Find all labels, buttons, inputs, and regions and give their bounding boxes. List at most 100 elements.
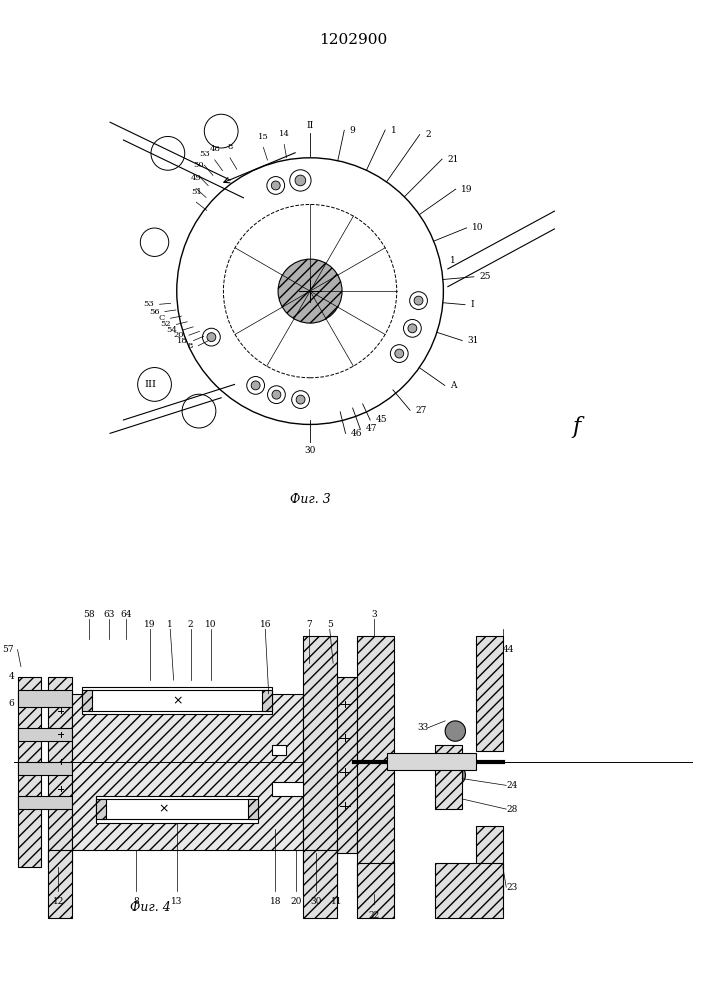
Bar — [48, 850, 72, 918]
Text: 31: 31 — [467, 336, 479, 345]
Text: 16: 16 — [259, 620, 271, 629]
Bar — [303, 636, 337, 894]
Bar — [357, 863, 395, 918]
Bar — [18, 762, 72, 775]
Text: 19: 19 — [461, 185, 472, 194]
Text: Фиг. 3: Фиг. 3 — [290, 493, 330, 506]
Bar — [48, 677, 72, 867]
Circle shape — [267, 386, 286, 404]
Text: 64: 64 — [120, 610, 132, 619]
Text: 18: 18 — [177, 337, 188, 345]
Bar — [407, 753, 411, 770]
Bar — [18, 796, 72, 809]
Circle shape — [409, 292, 428, 309]
Text: 54: 54 — [166, 326, 177, 334]
Text: 19: 19 — [144, 620, 156, 629]
Circle shape — [445, 721, 465, 741]
Text: 15: 15 — [258, 133, 269, 141]
Text: 18: 18 — [269, 897, 281, 906]
Text: 51: 51 — [191, 188, 201, 196]
Text: 14: 14 — [279, 130, 290, 138]
Text: 4: 4 — [8, 672, 14, 681]
Text: 8: 8 — [227, 143, 233, 151]
Text: 53: 53 — [199, 150, 210, 158]
Text: 1202900: 1202900 — [320, 33, 387, 47]
Bar — [18, 728, 72, 741]
Bar — [248, 799, 259, 819]
Text: 3: 3 — [371, 610, 377, 619]
Text: ×: × — [172, 694, 182, 707]
Text: f: f — [573, 416, 581, 438]
Circle shape — [290, 170, 311, 191]
Bar — [402, 753, 406, 770]
Bar — [95, 796, 259, 823]
Bar — [429, 753, 433, 770]
Circle shape — [151, 136, 185, 170]
Text: 13: 13 — [171, 897, 182, 906]
Text: 1: 1 — [450, 256, 456, 265]
Text: II: II — [306, 121, 314, 130]
Text: 30: 30 — [310, 897, 322, 906]
Text: A: A — [450, 381, 457, 390]
Circle shape — [408, 324, 417, 333]
Text: 25: 25 — [479, 272, 491, 281]
Bar — [99, 799, 255, 819]
Text: 23: 23 — [506, 883, 518, 892]
Text: 30: 30 — [305, 446, 316, 455]
Bar — [357, 636, 395, 894]
Text: 52: 52 — [160, 320, 171, 328]
Circle shape — [404, 319, 421, 337]
Text: 24: 24 — [506, 781, 518, 790]
Text: 11: 11 — [331, 897, 342, 906]
Text: 8: 8 — [134, 897, 139, 906]
Bar — [18, 677, 41, 867]
Text: 57: 57 — [3, 645, 14, 654]
Text: 45: 45 — [375, 415, 387, 424]
Text: 7: 7 — [307, 620, 312, 629]
Text: 2: 2 — [425, 130, 431, 139]
Bar — [391, 753, 395, 770]
Bar — [423, 753, 428, 770]
Bar — [476, 826, 503, 894]
Bar — [95, 799, 106, 819]
Text: 12: 12 — [52, 897, 64, 906]
Circle shape — [204, 114, 238, 148]
Bar — [303, 850, 337, 918]
Bar — [82, 687, 272, 714]
Text: 50: 50 — [194, 161, 204, 169]
Circle shape — [295, 175, 305, 186]
Text: 5: 5 — [327, 620, 333, 629]
Text: I: I — [470, 300, 474, 309]
Text: 22: 22 — [368, 911, 380, 920]
Circle shape — [292, 391, 310, 408]
Bar — [86, 690, 269, 711]
Text: 46: 46 — [351, 429, 363, 438]
Circle shape — [247, 377, 264, 394]
Circle shape — [138, 368, 171, 401]
Text: Фиг. 4: Фиг. 4 — [129, 901, 170, 914]
Bar — [396, 753, 400, 770]
Circle shape — [140, 228, 169, 256]
Circle shape — [296, 395, 305, 404]
Text: 10: 10 — [472, 223, 484, 232]
Circle shape — [271, 181, 280, 190]
Text: 1: 1 — [390, 126, 397, 135]
Text: 1: 1 — [168, 620, 173, 629]
Circle shape — [445, 765, 465, 785]
Text: 63: 63 — [103, 610, 115, 619]
Bar — [413, 753, 416, 770]
Text: 56: 56 — [149, 308, 160, 316]
Bar — [435, 745, 462, 809]
Text: 47: 47 — [366, 424, 377, 433]
Circle shape — [414, 296, 423, 305]
Text: 10: 10 — [205, 620, 217, 629]
Circle shape — [278, 259, 342, 323]
Bar — [82, 690, 92, 711]
Bar — [262, 690, 272, 711]
Circle shape — [267, 177, 285, 194]
Text: 6: 6 — [8, 699, 14, 708]
Text: 2: 2 — [188, 620, 194, 629]
Text: 53: 53 — [144, 300, 154, 308]
Bar — [337, 677, 357, 853]
Bar — [435, 863, 503, 918]
